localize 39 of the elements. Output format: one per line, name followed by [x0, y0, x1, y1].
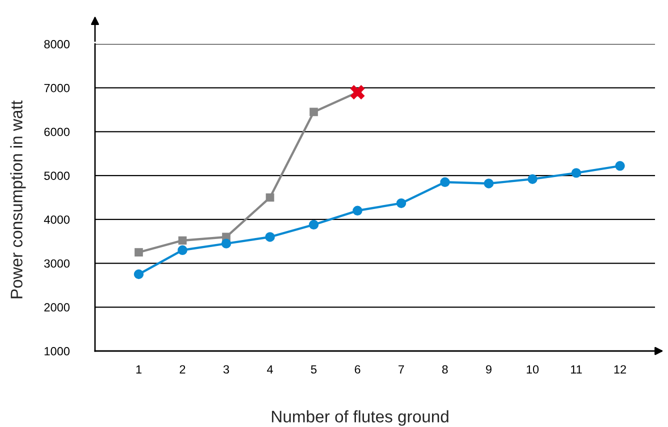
point — [134, 269, 144, 280]
y-tick-label: 2000 — [44, 303, 70, 312]
point — [528, 174, 538, 184]
y-tick-label: 3000 — [44, 259, 70, 268]
x-tick-label: 9 — [486, 365, 492, 374]
y-tick-label: 6000 — [44, 128, 70, 136]
x-tick-label: 7 — [398, 365, 404, 374]
point — [308, 220, 319, 230]
point — [265, 232, 275, 242]
x-tick-label: 5 — [310, 365, 317, 374]
point — [178, 245, 188, 255]
x-tick-label: 6 — [354, 365, 360, 374]
x-tick-label: 2 — [180, 365, 186, 374]
x-tick-label: 1 — [136, 365, 142, 374]
point — [396, 198, 406, 208]
y-tick-label: 7000 — [44, 84, 70, 92]
y-tick-label: 8000 — [44, 40, 70, 48]
x-tick-label: 11 — [571, 365, 582, 374]
y-tick-label: 5000 — [44, 172, 70, 180]
point — [221, 238, 232, 248]
x-tick-label: 4 — [266, 365, 273, 374]
x-tick-label: 8 — [442, 365, 448, 374]
y-tick-label: 4000 — [44, 215, 70, 224]
point — [484, 178, 494, 188]
x-axis-title: Number of flutes ground — [272, 410, 448, 426]
point — [134, 248, 143, 256]
point — [352, 206, 362, 216]
point — [440, 177, 450, 188]
point — [266, 193, 274, 202]
x-tick-label: 10 — [526, 365, 539, 374]
point — [571, 168, 582, 178]
point — [178, 236, 187, 245]
point — [310, 108, 318, 116]
point — [615, 161, 625, 171]
x-tick-label: 3 — [223, 365, 230, 374]
point — [350, 84, 365, 100]
x-tick-label: 12 — [614, 365, 626, 374]
y-tick-label: 1000 — [44, 347, 70, 356]
y-axis-title: Power consumption in watt — [10, 100, 26, 298]
